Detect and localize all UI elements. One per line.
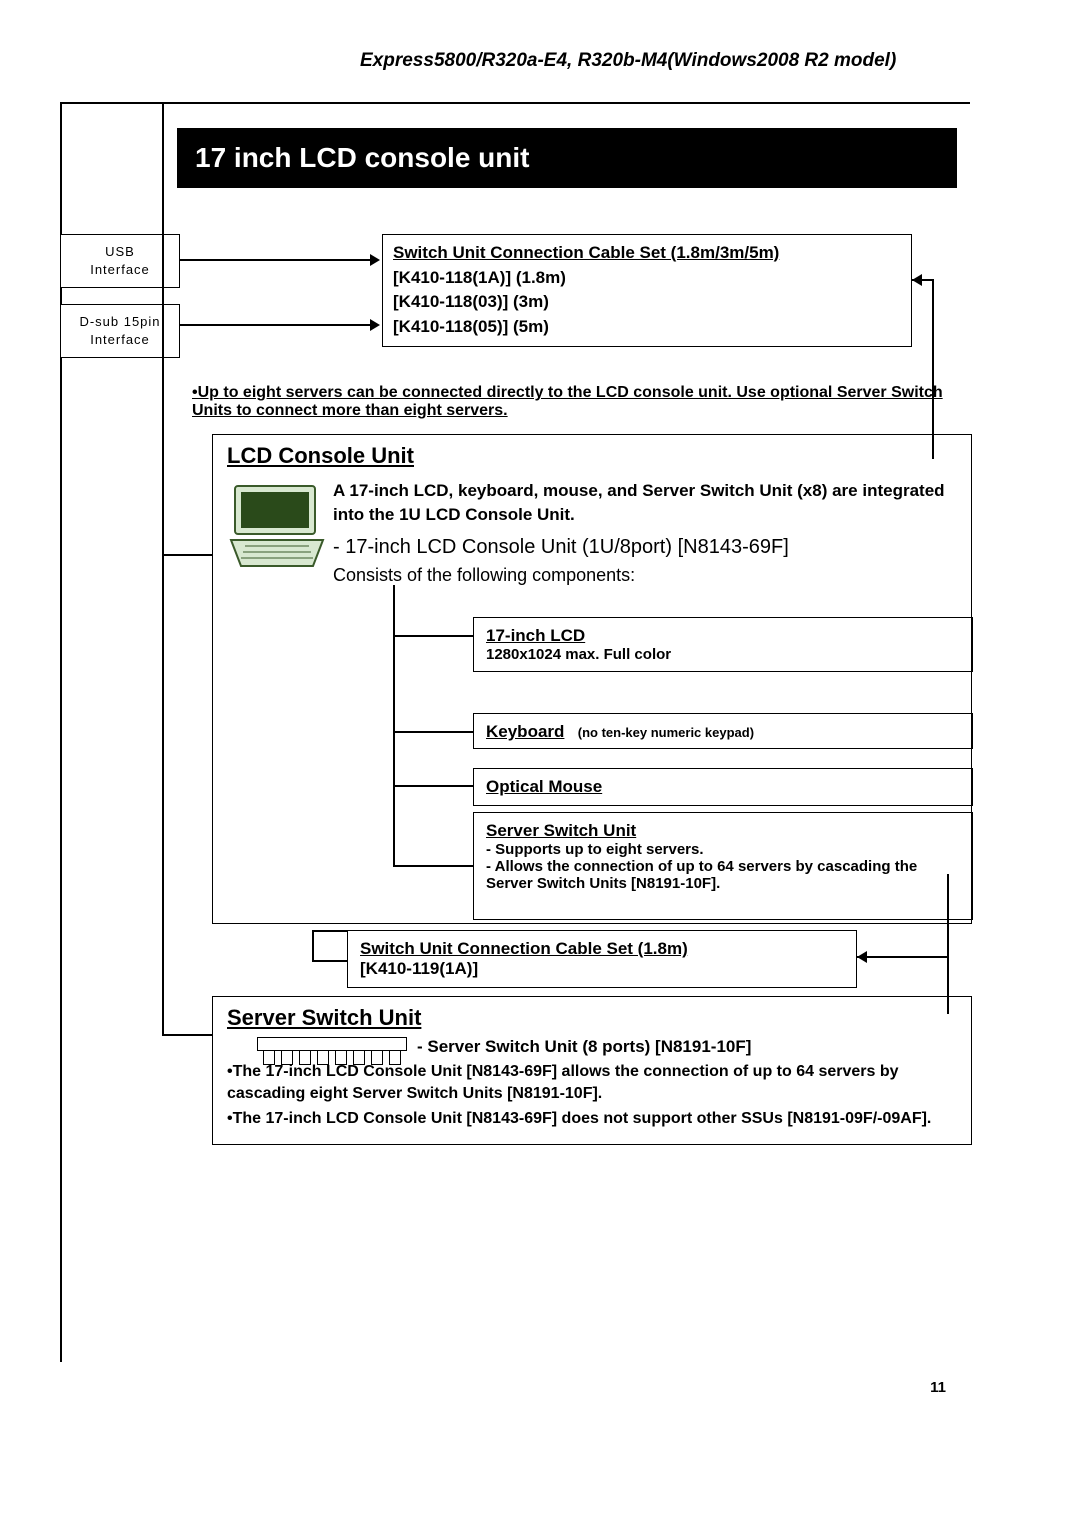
connector-line bbox=[393, 585, 395, 865]
lcd-console-icon bbox=[227, 479, 327, 571]
cable1-title: Switch Unit Connection Cable Set (1.8m/3… bbox=[393, 243, 779, 262]
ibox1-heading: 17-inch LCD bbox=[486, 626, 960, 646]
connector-line bbox=[312, 930, 347, 932]
outer-frame: 17 inch LCD console unit USBInterface D-… bbox=[60, 102, 970, 1362]
lcd-desc1: A 17-inch LCD, keyboard, mouse, and Serv… bbox=[333, 479, 953, 527]
connector-line bbox=[162, 554, 212, 556]
ibox4-l1: - Supports up to eight servers. bbox=[486, 841, 960, 858]
connector-line bbox=[932, 279, 934, 459]
component-keyboard: Keyboard (no ten-key numeric keypad) bbox=[473, 713, 973, 749]
arrow-icon bbox=[912, 274, 922, 286]
cable1-line3: [K410-118(05)] (5m) bbox=[393, 317, 549, 336]
connector-line bbox=[393, 635, 473, 637]
component-lcd: 17-inch LCD 1280x1024 max. Full color bbox=[473, 617, 973, 672]
cable1-line1: [K410-118(1A)] (1.8m) bbox=[393, 268, 566, 287]
connector-line bbox=[180, 259, 370, 261]
connector-line bbox=[857, 956, 947, 958]
cable-set-box-1: Switch Unit Connection Cable Set (1.8m/3… bbox=[382, 234, 912, 347]
cable1-line2: [K410-118(03)] (3m) bbox=[393, 292, 549, 311]
ibox2-annot: (no ten-key numeric keypad) bbox=[578, 725, 754, 740]
lcd-desc2: - 17-inch LCD Console Unit (1U/8port) [N… bbox=[333, 533, 953, 561]
server-switch-unit-box: Server Switch Unit - Server Switch Unit … bbox=[212, 996, 972, 1145]
arrow-icon bbox=[370, 319, 380, 331]
cable2-code: [K410-119(1A)] bbox=[360, 959, 478, 978]
connector-line bbox=[162, 104, 164, 1034]
lcd-desc3: Consists of the following components: bbox=[333, 563, 953, 588]
model-header: Express5800/R320a-E4, R320b-M4(Windows20… bbox=[60, 50, 1020, 72]
ssu-note2: •The 17-inch LCD Console Unit [N8143-69F… bbox=[227, 1108, 957, 1130]
arrow-icon bbox=[370, 254, 380, 266]
arrow-icon bbox=[857, 951, 867, 963]
ibox3-heading: Optical Mouse bbox=[486, 777, 602, 796]
section-title: 17 inch LCD console unit bbox=[177, 128, 957, 188]
connector-line bbox=[393, 785, 473, 787]
page-number: 11 bbox=[930, 1379, 946, 1396]
connector-line bbox=[393, 865, 473, 867]
cable-set-box-2: Switch Unit Connection Cable Set (1.8m) … bbox=[347, 930, 857, 988]
ssu-icon bbox=[257, 1037, 417, 1069]
connector-line bbox=[162, 1034, 212, 1036]
top-note: •Up to eight servers can be connected di… bbox=[192, 384, 952, 420]
connector-line bbox=[312, 930, 314, 960]
ibox4-heading: Server Switch Unit bbox=[486, 821, 960, 841]
connector-line bbox=[393, 731, 473, 733]
connector-line bbox=[312, 960, 347, 962]
lcd-console-box: LCD Console Unit A 17-inch LCD, keyboard… bbox=[212, 434, 972, 924]
ibox1-sub: 1280x1024 max. Full color bbox=[486, 646, 960, 663]
component-mouse: Optical Mouse bbox=[473, 768, 973, 806]
ssu-title: Server Switch Unit bbox=[227, 1005, 957, 1031]
connector-line bbox=[947, 874, 949, 1014]
lcd-description: A 17-inch LCD, keyboard, mouse, and Serv… bbox=[333, 479, 953, 588]
cable2-title: Switch Unit Connection Cable Set (1.8m) bbox=[360, 939, 688, 958]
lcd-title: LCD Console Unit bbox=[213, 435, 971, 473]
ibox4-l2: - Allows the connection of up to 64 serv… bbox=[486, 858, 960, 892]
ssu-ports: - Server Switch Unit (8 ports) [N8191-10… bbox=[417, 1037, 957, 1057]
ibox2-heading: Keyboard bbox=[486, 722, 564, 741]
component-ssu: Server Switch Unit - Supports up to eigh… bbox=[473, 812, 973, 920]
connector-line bbox=[180, 324, 370, 326]
